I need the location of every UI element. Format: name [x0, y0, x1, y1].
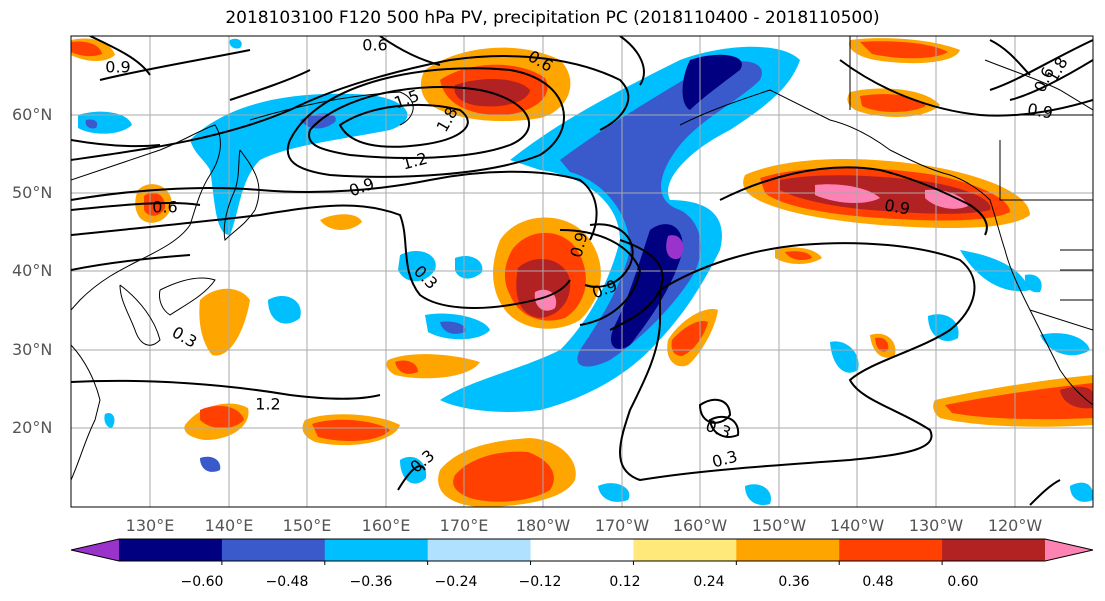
lon-label-170e: 170°E [439, 516, 489, 535]
contour-label: 0.9 [105, 58, 130, 77]
colorbar-tick-label: 0.12 [609, 574, 641, 590]
colorbar-swatch [736, 539, 840, 561]
map-plot-area [71, 36, 1093, 507]
contour-label: 0.9 [883, 195, 911, 218]
colorbar [70, 538, 1094, 565]
lon-label-150w: 150°W [751, 516, 807, 535]
colorbar-swatch [942, 539, 1046, 561]
map-frame [70, 35, 1094, 508]
lon-label-140w: 140°W [829, 516, 885, 535]
lon-label-140e: 140°E [204, 516, 254, 535]
colorbar-swatch [839, 539, 943, 561]
colorbar-tick-label: 0.24 [693, 574, 725, 590]
colorbar-swatch [530, 539, 634, 561]
colorbar-extend-high [1045, 539, 1093, 561]
pv-contours [71, 36, 1093, 506]
graticule [71, 36, 1093, 507]
lon-label-160w: 160°W [672, 516, 728, 535]
colorbar-tick-label: −0.60 [180, 574, 224, 590]
lat-label-20n: 20°N [12, 418, 53, 437]
coastlines [71, 36, 1093, 481]
lat-label-50n: 50°N [12, 183, 53, 202]
colorbar-swatch [119, 539, 223, 561]
colorbar-tick-label: 0.48 [862, 574, 894, 590]
map-title: 2018103100 F120 500 hPa PV, precipitatio… [225, 8, 880, 28]
contour-label: 0.6 [152, 198, 177, 217]
lon-label-130w: 130°W [908, 516, 964, 535]
lat-label-40n: 40°N [12, 261, 53, 280]
colorbar-swatch [324, 539, 429, 561]
colorbar-extend-low [71, 539, 119, 561]
colorbar-swatch [633, 539, 737, 561]
lon-label-160e: 160°E [361, 516, 411, 535]
colorbar-tick-label: −0.36 [349, 574, 393, 590]
lon-label-130e: 130°E [125, 516, 175, 535]
contour-label: 0.6 [362, 36, 387, 55]
lon-label-180w: 180°W [515, 516, 571, 535]
colorbar-tick-label: −0.48 [265, 574, 309, 590]
colorbar-outline [70, 538, 1094, 562]
lon-label-150e: 150°E [282, 516, 332, 535]
lon-label-170w: 170°W [594, 516, 650, 535]
contour-label: 0.9 [1026, 99, 1054, 122]
colorbar-swatch [221, 539, 326, 561]
lon-label-120w: 120°W [987, 516, 1043, 535]
contour-label: 1.2 [255, 395, 280, 414]
lat-label-60n: 60°N [12, 105, 53, 124]
colorbar-tick-label: 0.60 [947, 574, 979, 590]
positive-shading [71, 38, 1093, 507]
colorbar-swatch [427, 539, 532, 561]
colorbar-tick-label: −0.12 [518, 574, 562, 590]
lat-label-30n: 30°N [12, 340, 53, 359]
colorbar-tick-label: −0.24 [434, 574, 478, 590]
colorbar-tick-label: 0.36 [778, 574, 810, 590]
